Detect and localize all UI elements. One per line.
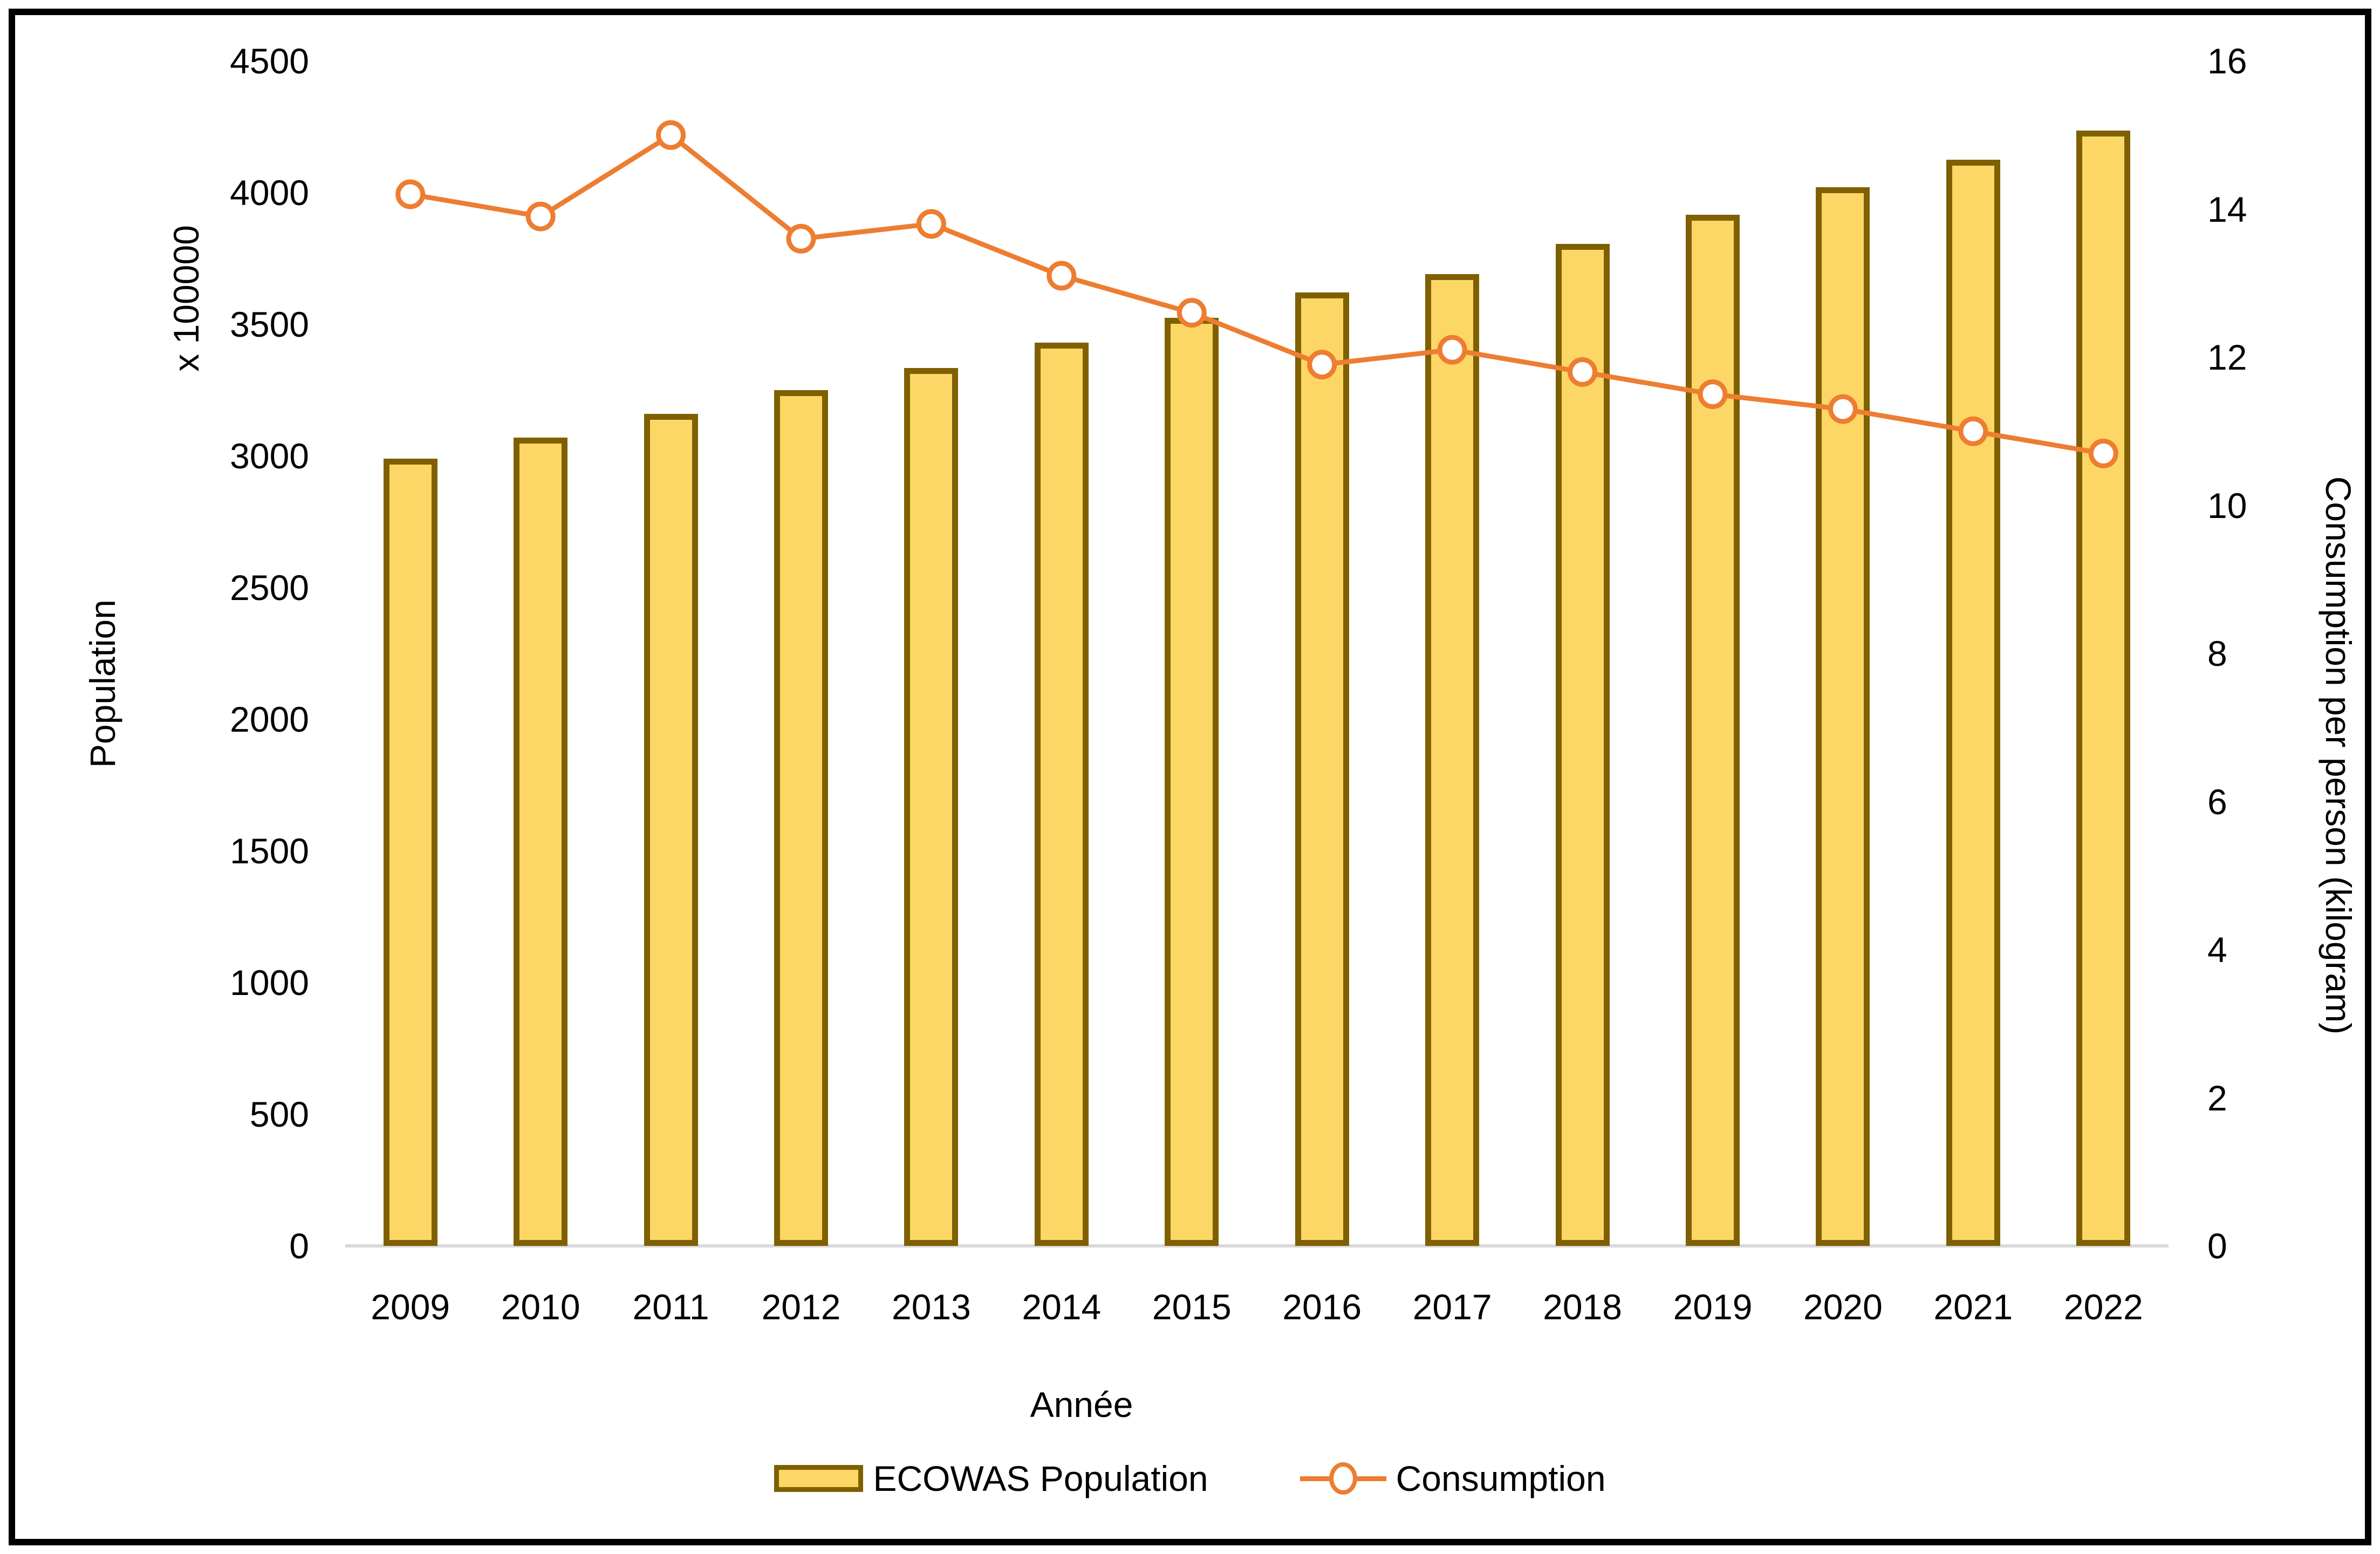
- legend-label-population: ECOWAS Population: [873, 1458, 1208, 1498]
- bar-2022: [2076, 131, 2131, 1246]
- tick-label: 2020: [1803, 1287, 1883, 1327]
- bar-2012: [774, 390, 828, 1246]
- plot-area: [345, 61, 2169, 1248]
- tick-label: 2015: [1152, 1287, 1232, 1327]
- marker-2016: [1307, 350, 1337, 380]
- tick-label: 2014: [1022, 1287, 1102, 1327]
- marker-2015: [1177, 298, 1207, 328]
- bar-series-layer: [345, 61, 2169, 1246]
- marker-2014: [1047, 261, 1077, 291]
- bar-2011: [644, 413, 698, 1246]
- tick-label: 2010: [501, 1287, 580, 1327]
- tick-label: 500: [249, 1094, 309, 1134]
- tick-label: 4500: [230, 41, 309, 81]
- tick-label: 2019: [1673, 1287, 1753, 1327]
- tick-label: 2018: [1543, 1287, 1622, 1327]
- tick-label: 3000: [230, 436, 309, 476]
- tick-label: 2012: [761, 1287, 841, 1327]
- legend-marker-icon: [1329, 1462, 1357, 1495]
- marker-2011: [656, 120, 686, 150]
- tick-label: 3500: [230, 304, 309, 344]
- tick-label: 2022: [2063, 1287, 2143, 1327]
- tick-label: 16: [2207, 41, 2247, 81]
- tick-label: 10: [2207, 485, 2247, 526]
- marker-2012: [786, 223, 816, 254]
- marker-2009: [395, 179, 426, 209]
- bar-2016: [1295, 292, 1349, 1246]
- consumption-line: [409, 132, 2104, 456]
- tick-label: 12: [2207, 337, 2247, 377]
- tick-label: 14: [2207, 189, 2247, 229]
- tick-label: 2000: [230, 699, 309, 739]
- tick-label: 6: [2207, 781, 2227, 822]
- bar-2018: [1555, 244, 1610, 1246]
- bar-2014: [1034, 343, 1089, 1246]
- tick-label: 2011: [632, 1287, 709, 1327]
- legend-item-population: ECOWAS Population: [774, 1458, 1208, 1499]
- marker-2010: [525, 201, 556, 231]
- legend: ECOWAS Population Consumption: [0, 1449, 2380, 1508]
- tick-label: 0: [289, 1226, 309, 1266]
- bar-2020: [1816, 187, 1870, 1246]
- legend-label-consumption: Consumption: [1396, 1458, 1606, 1498]
- bar-2017: [1425, 274, 1480, 1246]
- bar-2013: [904, 367, 959, 1246]
- x-axis-title: Année: [1030, 1385, 1133, 1424]
- marker-2020: [1828, 394, 1858, 424]
- tick-label: 0: [2207, 1226, 2227, 1266]
- tick-label: 4: [2207, 930, 2227, 970]
- marker-2022: [2088, 438, 2118, 468]
- bar-2009: [383, 458, 437, 1246]
- line-series-layer: [395, 120, 2118, 468]
- bar-2021: [1946, 160, 2000, 1246]
- marker-2017: [1437, 335, 1467, 365]
- tick-label: 1500: [230, 831, 309, 871]
- tick-label: 2017: [1412, 1287, 1492, 1327]
- marker-2013: [916, 209, 946, 239]
- tick-label: 2016: [1282, 1287, 1362, 1327]
- marker-2018: [1568, 357, 1598, 387]
- bar-2015: [1165, 317, 1219, 1246]
- tick-label: 2013: [892, 1287, 971, 1327]
- tick-label: 4000: [230, 173, 309, 213]
- tick-label: 2009: [371, 1287, 450, 1327]
- legend-item-consumption: Consumption: [1300, 1458, 1606, 1499]
- tick-label: 8: [2207, 633, 2227, 673]
- marker-2019: [1698, 379, 1728, 410]
- tick-label: 2: [2207, 1078, 2227, 1118]
- tick-label: 2500: [230, 568, 309, 608]
- line-series-swatch-icon: [1300, 1462, 1386, 1495]
- tick-label: 2021: [1933, 1287, 2013, 1327]
- tick-label: 1000: [230, 963, 309, 1003]
- x-axis-line: [345, 1244, 2169, 1248]
- bar-2010: [514, 437, 568, 1246]
- marker-2021: [1958, 416, 1988, 446]
- bar-series-swatch-icon: [774, 1465, 864, 1492]
